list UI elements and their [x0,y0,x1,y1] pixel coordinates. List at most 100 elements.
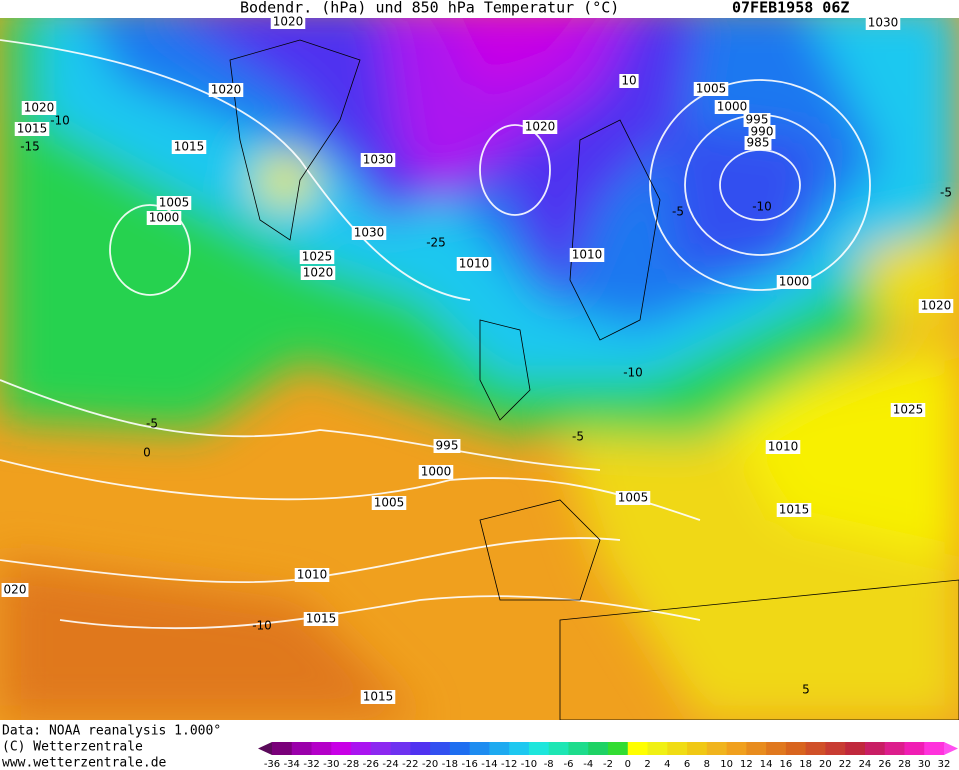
isobar-label: 990 [751,125,774,139]
colorbar-swatch [430,742,451,755]
isobar-label-box [619,74,639,88]
isobar-label: 1015 [174,140,205,154]
colorbar-tick-label: 30 [918,759,931,770]
colorbar-tick-label: 22 [839,759,852,770]
isobar-label-box [456,257,492,271]
colorbar-tick-label: 28 [898,759,911,770]
colorbar-tick-label: -28 [343,759,359,770]
isobar-label: 1030 [354,226,385,240]
isobar-label: 1020 [303,266,334,280]
isobar-label-box [776,275,812,289]
colorbar-tick-label: 8 [704,759,710,770]
isobar-label: 1015 [17,122,48,136]
colorbar-swatch [766,742,787,755]
isobar-label: 1010 [459,257,490,271]
colorbar-swatch [370,742,392,755]
isobar-label: 1020 [24,101,55,115]
isobar-label-box [433,439,461,453]
map-title: Bodendr. (hPa) und 850 hPa Temperatur (°… [240,0,619,17]
colorbar-swatch [627,742,649,755]
isobar-label: 1010 [768,440,799,454]
isobar-label-box [360,153,396,167]
isobar-label-box [714,100,750,114]
coastlines [229,39,959,720]
isobar-label: 1030 [363,153,394,167]
copyright: (C) Wetterzentrale [2,740,143,755]
isobar-label: 995 [436,439,459,453]
isobar-label: 1010 [572,248,603,262]
isobar-label-box [21,101,57,115]
isotherm-label: 5 [802,683,810,697]
colorbar-swatch [608,742,629,755]
isotherm-label: -10 [50,114,70,128]
colorbar-tick-label: 20 [819,759,832,770]
isotherm-label: -5 [146,417,158,431]
colorbar-tick-label: -32 [303,759,319,770]
colorbar-swatch [311,742,332,755]
colorbar-swatch [469,742,490,755]
isobar-label: 1015 [306,612,337,626]
colorbar-tick-label: 26 [878,759,891,770]
colorbar-swatch [509,742,530,755]
isobar-label: 995 [746,113,769,127]
isobar-label-box [776,503,812,517]
colorbar-swatch [568,742,589,755]
isotherm-label: 0 [143,446,151,460]
colorbar-swatch [687,742,708,755]
isotherm-label: -10 [752,200,772,214]
isotherm-label: -10 [252,619,272,633]
isobar-label: 1020 [921,299,952,313]
colorbar-swatch [331,742,352,755]
isotherm-label: -5 [572,430,584,444]
isotherm-label: -5 [940,186,952,200]
colorbar-tick-label: 4 [664,759,670,770]
isobar-label-box [360,690,396,704]
colorbar-tick-label: 32 [938,759,951,770]
colorbar-tick-label: -20 [422,759,438,770]
isobar-label-box [351,226,387,240]
colorbar: -36 -34 -32 -30 -28 -26 -24 -22 -20 -18 -16 -14 -12-… [258,742,958,770]
colorbar-swatch [924,742,945,755]
isobar-label: 1010 [297,568,328,582]
colorbar-swatch [726,742,747,755]
colorbar-tick-label: 2 [644,759,650,770]
isobar-label: 1000 [779,275,810,289]
isobar-label-box [693,82,729,96]
colorbar-tick-label: -36 [264,759,280,770]
isobar-label-box [748,125,776,139]
isobar-label: 1005 [696,82,727,96]
colorbar-swatch [390,742,411,755]
colorbar-tick-label: -34 [284,759,300,770]
isobar-label-box [569,248,605,262]
colorbar-tick-label: -10 [521,759,537,770]
isobar-label: 1005 [374,496,405,510]
colorbar-tick-label: -4 [583,759,593,770]
colorbar-tick-label: 0 [625,759,631,770]
source-note: Data: NOAA reanalysis 1.000° [2,724,221,739]
isobar-label-box [865,16,901,30]
colorbar-swatch [904,742,925,755]
colorbar-tick-label: -22 [402,759,418,770]
isobar-label-box [270,15,306,29]
isobar-label: 1020 [525,120,556,134]
isobar-label: 1020 [211,83,242,97]
isotherm-label: -15 [20,140,40,154]
colorbar-swatch [528,742,550,755]
isobar-label-box [171,140,207,154]
colorbar-swatch [647,742,668,755]
isobar-label-box [418,465,454,479]
isobar-label-box [294,568,330,582]
colorbar-swatch [825,742,846,755]
isobar-label-box [299,250,335,264]
isobar-label: 1025 [893,403,924,417]
colorbar-swatch [588,742,609,755]
colorbar-swatch [785,742,807,755]
colorbar-tick-label: 14 [760,759,773,770]
colorbar-swatch [548,742,569,755]
isobar-label-box [743,113,771,127]
colorbar-tick-label: -6 [563,759,573,770]
isobar-label-box [146,211,182,225]
isobar-label: 985 [747,136,770,150]
isobar-label: 020 [4,583,27,597]
